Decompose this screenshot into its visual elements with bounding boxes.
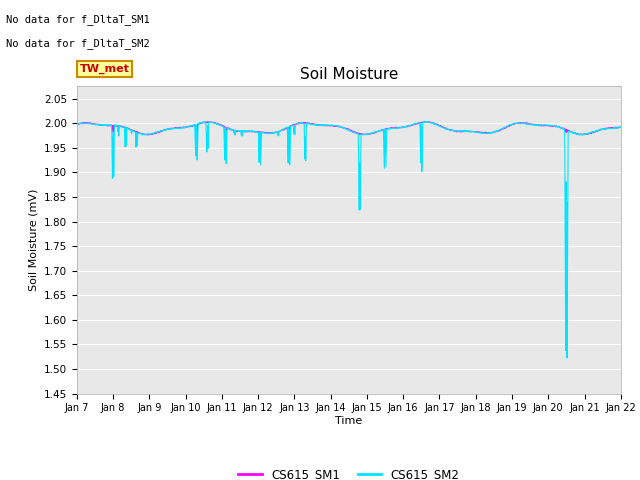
CS615_SM1: [73, 121, 81, 127]
CS615_SM2: [104, 122, 112, 128]
CS615_SM2: [617, 124, 625, 130]
CS615_SM1: [145, 132, 152, 138]
Text: TW_met: TW_met: [79, 64, 129, 74]
CS615_SM2: [189, 123, 196, 129]
CS615_SM1: [276, 128, 284, 133]
CS615_SM1: [445, 126, 452, 132]
CS615_SM2: [207, 119, 214, 125]
CS615_SM2: [298, 120, 306, 126]
Legend: CS615_SM1, CS615_SM2: CS615_SM1, CS615_SM2: [234, 464, 464, 480]
CS615_SM1: [295, 121, 303, 127]
CS615_SM2: [295, 120, 303, 126]
Title: Soil Moisture: Soil Moisture: [300, 68, 398, 83]
Line: CS615_SM2: CS615_SM2: [77, 122, 621, 358]
CS615_SM1: [104, 122, 112, 128]
Y-axis label: Soil Moisture (mV): Soil Moisture (mV): [28, 189, 38, 291]
Line: CS615_SM1: CS615_SM1: [77, 121, 621, 135]
CS615_SM1: [617, 124, 625, 130]
Text: No data for f_DltaT_SM1: No data for f_DltaT_SM1: [6, 14, 150, 25]
CS615_SM2: [445, 127, 452, 132]
CS615_SM2: [73, 121, 81, 127]
CS615_SM1: [189, 123, 197, 129]
CS615_SM2: [563, 355, 571, 361]
CS615_SM1: [423, 119, 431, 124]
Text: No data for f_DltaT_SM2: No data for f_DltaT_SM2: [6, 38, 150, 49]
CS615_SM1: [298, 120, 306, 126]
CS615_SM2: [276, 128, 284, 134]
X-axis label: Time: Time: [335, 416, 362, 426]
